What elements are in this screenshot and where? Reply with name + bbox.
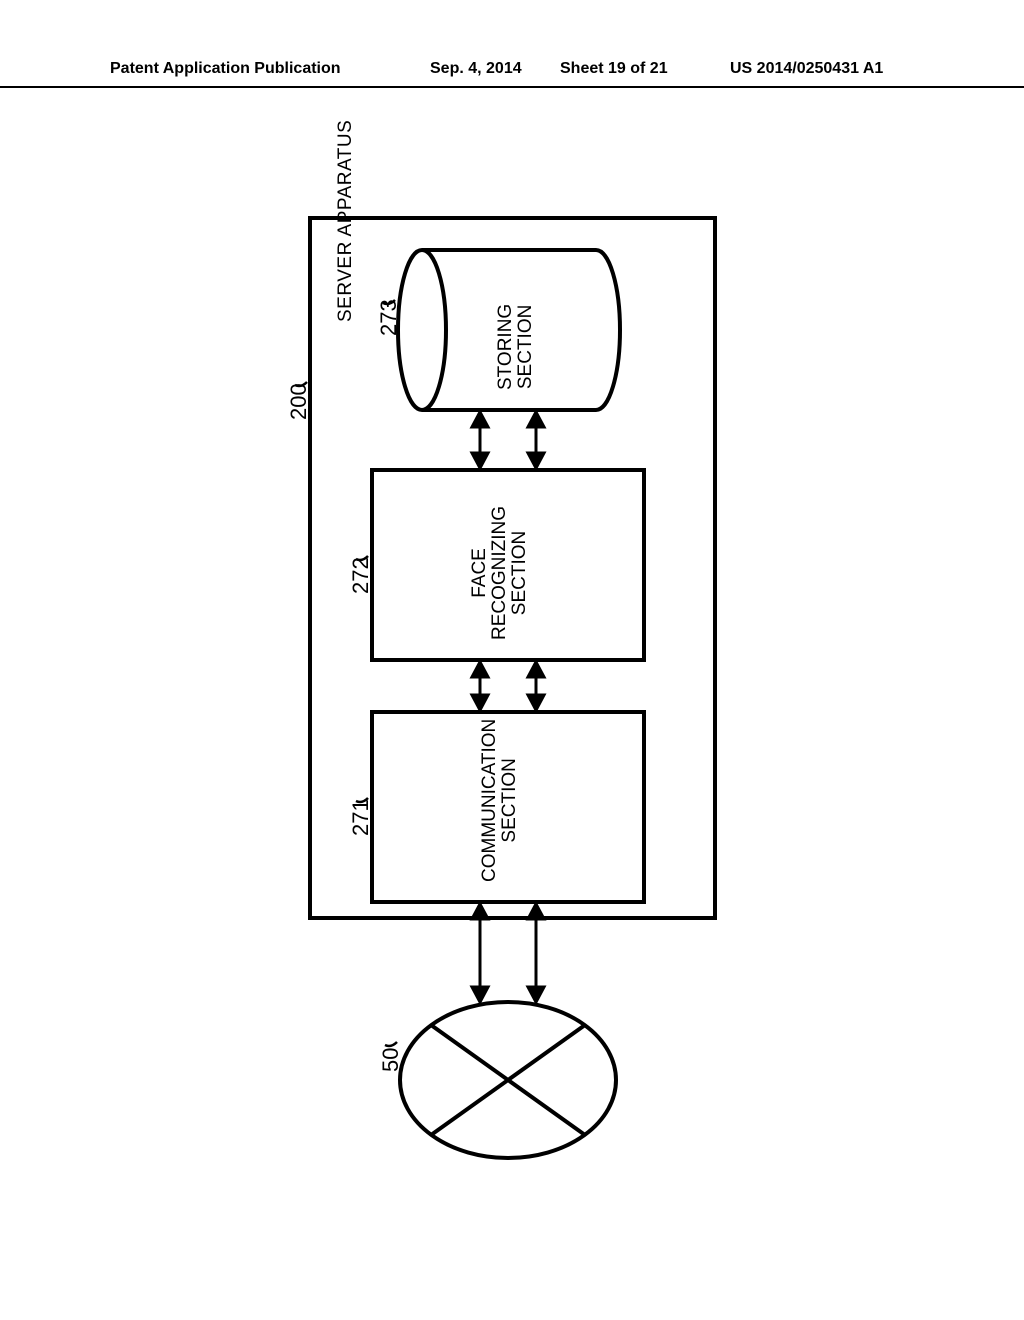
face-recognizing-section-label: FACERECOGNIZINGSECTION [470,506,530,640]
storing-section-label: STORINGSECTION [496,304,536,390]
server-apparatus-label: SERVER APPARATUS [335,120,357,322]
ref-num-200: 200 [286,383,312,420]
header-publication-type: Patent Application Publication [110,60,341,78]
communication-section-label: COMMUNICATIONSECTION [480,719,520,882]
header-date: Sep. 4, 2014 [430,60,522,78]
header-pub-number: US 2014/0250431 A1 [730,60,883,78]
header-sheet: Sheet 19 of 21 [560,60,668,78]
ref-num-272: 272 [348,557,374,594]
page-header: Patent Application Publication Sep. 4, 2… [0,58,1024,88]
ref-num-50: 50 [378,1048,404,1072]
ref-num-273: 273 [376,299,402,336]
ref-num-271: 271 [348,799,374,836]
